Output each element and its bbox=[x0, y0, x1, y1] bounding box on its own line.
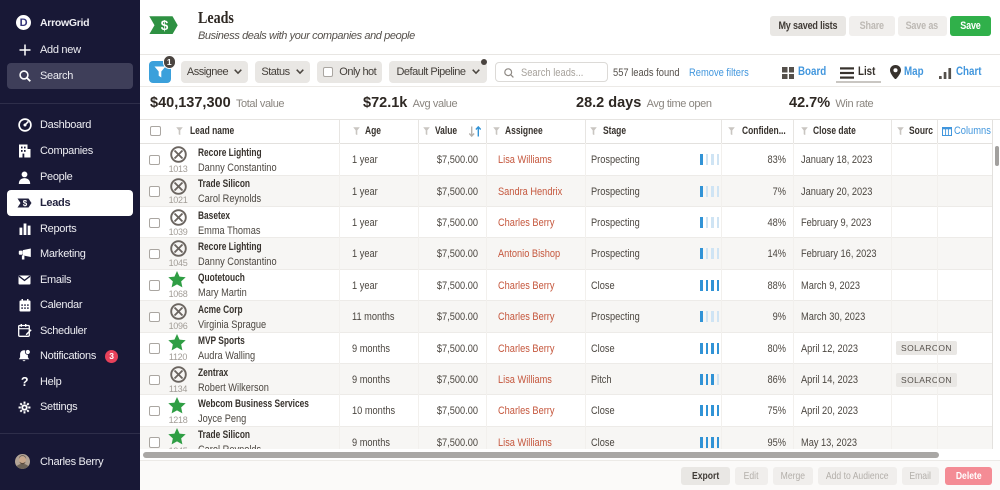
svg-text:$: $ bbox=[160, 18, 168, 33]
svg-text:$: $ bbox=[23, 199, 28, 208]
